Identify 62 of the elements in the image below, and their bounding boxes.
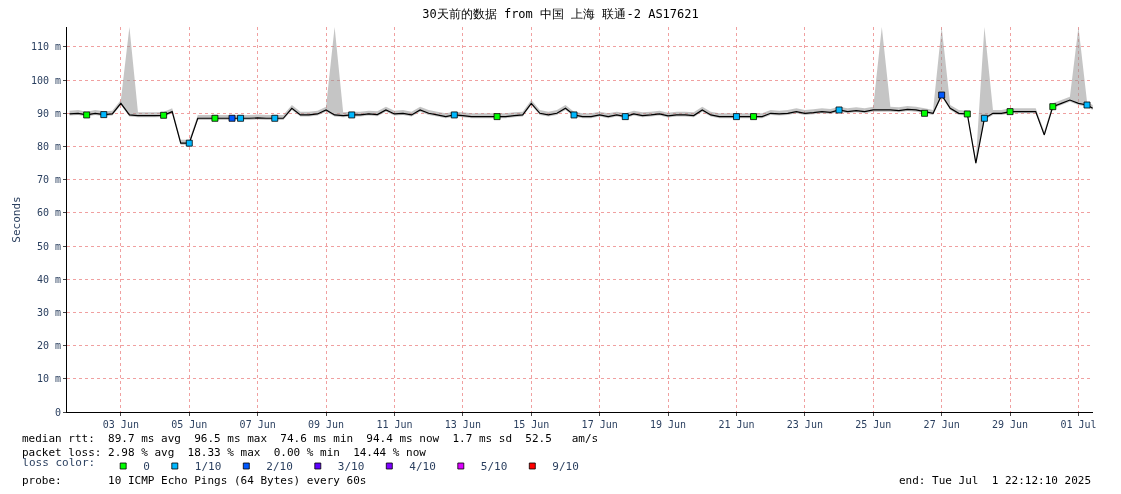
legend-label: 2/10 [266, 460, 293, 474]
point [160, 111, 168, 119]
y-tick-label: 60 m [36, 207, 61, 219]
x-tick-label: 15 Jun [513, 419, 550, 430]
point [211, 114, 219, 122]
y-tick-label: 10 m [36, 373, 61, 385]
y-tick-label: 110 m [30, 41, 61, 53]
legend-label: 5/10 [480, 460, 508, 474]
text: probe: 10 ICMP Echo Pings (64 Bytes) every 60s [22, 474, 367, 487]
y-tick-label: 90 m [36, 107, 61, 119]
point [981, 114, 988, 122]
point [450, 111, 458, 119]
x-tick-label: 03 Jun [102, 419, 139, 430]
x-tick-label: 01 Jul [1060, 419, 1097, 430]
point [348, 111, 356, 119]
x-tick-label: 07 Jun [239, 419, 276, 430]
legend-label: 1/10 [194, 460, 222, 474]
legend-label: 3/10 [337, 460, 365, 474]
x-tick-label: 05 Jun [171, 419, 208, 430]
y-tick-label: 40 m [36, 273, 61, 285]
point [835, 106, 843, 114]
point [1083, 101, 1091, 109]
point [100, 111, 108, 119]
point [963, 110, 971, 118]
point [493, 113, 501, 121]
point [271, 114, 279, 122]
legend-label: 9/10 [552, 460, 579, 474]
point [750, 113, 757, 121]
x-tick-label: 19 Jun [650, 419, 687, 430]
y-tick-label: 30 m [36, 306, 61, 318]
legend-label: 4/10 [409, 460, 436, 474]
y-tick-label: 0 [54, 406, 61, 418]
point [1006, 108, 1014, 116]
point [621, 113, 629, 121]
point [921, 109, 928, 117]
x-tick-label: 11 Jun [376, 419, 413, 430]
x-tick-label: 09 Jun [308, 419, 345, 430]
x-tick-label: 17 Jun [581, 419, 618, 430]
point [228, 114, 236, 122]
point [733, 113, 740, 121]
point [83, 111, 91, 119]
y-tick-label: 50 m [36, 240, 61, 252]
x-tick-label: 27 Jun [923, 419, 960, 430]
point [237, 114, 244, 122]
y-tick-label: 20 m [36, 340, 61, 352]
y-tick-label: 80 m [36, 140, 61, 152]
x-tick-label: 25 Jun [855, 419, 892, 430]
y-axis-title: Seconds [9, 196, 23, 243]
text: median rtt: 89.7 ms avg 96.5 ms max 74.6 ms min 94.4 ms now 1.7 ms sd 52.5 am/s [22, 432, 599, 445]
y-tick-label: 100 m [30, 74, 61, 86]
x-tick-label: 21 Jun [718, 419, 755, 430]
y-tick-label: 70 m [36, 174, 61, 186]
point [938, 91, 946, 99]
x-tick-label: 29 Jun [992, 419, 1029, 430]
chart-title: 30天前的数据 from 中国 上海 联通-2 AS17621 [422, 7, 699, 22]
text: end: Tue Jul 1 22:12:10 2025 [899, 474, 1092, 487]
point [185, 139, 193, 147]
point [1049, 103, 1057, 111]
legend-label: 0 [143, 460, 150, 474]
point [570, 111, 578, 119]
x-tick-label: 23 Jun [786, 419, 823, 430]
x-tick-label: 13 Jun [444, 419, 481, 430]
